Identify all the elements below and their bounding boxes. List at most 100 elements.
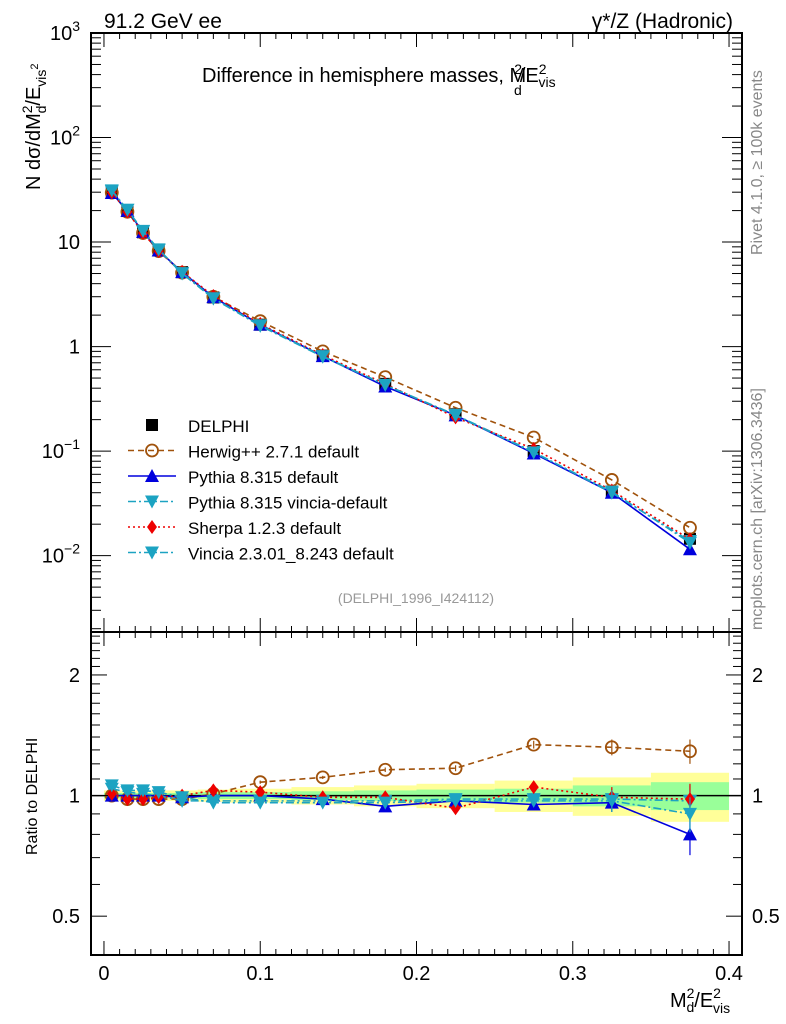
legend-label: Sherpa 1.2.3 default (188, 519, 341, 538)
main-title-tail-sub: vis (539, 74, 556, 90)
y-tick-label: 10−1 (42, 436, 80, 463)
legend-marker (145, 495, 159, 509)
x-tick-label: 0.3 (559, 963, 587, 985)
ratio-series-layer (104, 737, 697, 856)
data-point (604, 794, 619, 808)
data-point (120, 784, 135, 798)
data-point (253, 796, 268, 810)
y-tick-exponent: 3 (72, 18, 80, 34)
ratio-y-tick-label-right: 1 (752, 786, 763, 808)
data-point (138, 792, 149, 807)
ylabel-sub2: vis (33, 70, 49, 87)
analysis-watermark: (DELPHI_1996_I424112) (338, 590, 494, 606)
main-title: Difference in hemisphere masses, M2 d/E2 v… (202, 61, 556, 98)
ylabel-sup2: 2 (29, 63, 41, 69)
ratio-y-axis-label: Ratio to DELPHI (24, 738, 41, 855)
legend-entry: Pythia 8.315 default (128, 468, 339, 487)
legend-marker (145, 443, 159, 458)
process-label: γ*/Z (Hadronic) (592, 10, 733, 33)
legend-entry: Sherpa 1.2.3 default (128, 519, 341, 538)
ratio-y-tick-label-right: 2 (752, 665, 763, 687)
legend-entry: Pythia 8.315 vincia-default (128, 494, 388, 513)
data-point (122, 792, 133, 807)
data-point (682, 827, 697, 841)
data-point (315, 796, 330, 810)
legend-label: Vincia 2.3.01_8.243 default (188, 545, 394, 564)
series-vincia-2-3-01-8-243-default (104, 184, 697, 550)
data-point (448, 794, 463, 808)
main-title-sub: d (514, 82, 522, 98)
xlabel-sup1: 2 (687, 985, 695, 1001)
data-point (175, 267, 190, 281)
xlabel-sub1: d (686, 999, 694, 1015)
data-point (682, 807, 697, 821)
ratio-band-layer (103, 772, 730, 822)
data-point (526, 737, 541, 752)
legend-marker (145, 469, 159, 482)
data-point (136, 224, 151, 238)
data-point (604, 740, 619, 755)
ratio-y-tick-label: 0.5 (52, 906, 80, 928)
data-point (104, 184, 119, 198)
legend-label: Pythia 8.315 default (188, 468, 339, 487)
data-point (450, 801, 461, 816)
data-point (526, 794, 541, 808)
series-line (111, 190, 691, 542)
main-title-sup: 2 (514, 61, 522, 77)
data-point (315, 350, 330, 364)
y-tick-exponent: −1 (64, 436, 80, 452)
data-point (448, 761, 463, 776)
legend-label: DELPHI (188, 417, 249, 436)
ratio-y-tick-label: 2 (69, 665, 80, 687)
data-point (315, 770, 330, 785)
x-tick-label: 0.1 (246, 963, 274, 985)
y-tick-label: 1 (69, 337, 80, 359)
data-point (120, 203, 135, 217)
x-tick-label: 0.4 (715, 963, 743, 985)
legend-marker (145, 546, 159, 560)
data-point (151, 786, 166, 800)
legend-label: Herwig++ 2.7.1 default (188, 443, 359, 462)
main-title-tail: /E (520, 65, 539, 87)
y-tick-base: 10 (50, 128, 72, 150)
data-point (206, 292, 221, 306)
main-y-axis-label: N dσ/dM2d/Evis2 (19, 63, 49, 190)
y-tick-base: 10 (42, 546, 64, 568)
y-tick-base: 10 (50, 23, 72, 45)
rivet-version-label: Rivet 4.1.0, ≥ 100k events (749, 70, 766, 255)
legend-marker (147, 520, 157, 534)
data-point (526, 446, 541, 460)
ylabel-sub1: d (33, 106, 49, 114)
data-point (378, 378, 393, 392)
main-title-text: Difference in hemisphere masses, M (202, 65, 526, 87)
xlabel-sup2: 2 (713, 985, 721, 1001)
ylabel-pre: N dσ/dM (23, 113, 45, 190)
energy-label: 91.2 GeV ee (104, 10, 222, 33)
xlabel-pre: M (670, 990, 687, 1012)
x-tick-label: 0.2 (403, 963, 431, 985)
data-point (206, 796, 221, 810)
legend-label: Pythia 8.315 vincia-default (188, 494, 388, 513)
legend-entry: Herwig++ 2.7.1 default (128, 443, 359, 462)
x-axis-label: M2 d/E2 vis (670, 985, 730, 1016)
xlabel-sub2: vis (713, 1000, 730, 1016)
y-tick-label: 10−2 (42, 541, 80, 568)
data-point (683, 520, 697, 535)
series-vincia-2-3-01-8-243-default (104, 779, 697, 833)
data-point (106, 786, 117, 801)
data-point (175, 791, 190, 805)
data-point (104, 779, 119, 793)
ylabel-sup1: 2 (19, 105, 35, 113)
legend-entry: Vincia 2.3.01_8.243 default (128, 545, 394, 564)
y-tick-exponent: −2 (64, 541, 80, 557)
data-point (151, 243, 166, 257)
ratio-y-tick-label: 1 (69, 786, 80, 808)
data-point (683, 744, 697, 759)
xlabel-mid: /E (694, 990, 713, 1012)
data-point (378, 762, 393, 777)
data-point (682, 536, 697, 550)
ylabel-mid: /E (23, 87, 45, 106)
y-tick-label: 10 (58, 232, 80, 254)
